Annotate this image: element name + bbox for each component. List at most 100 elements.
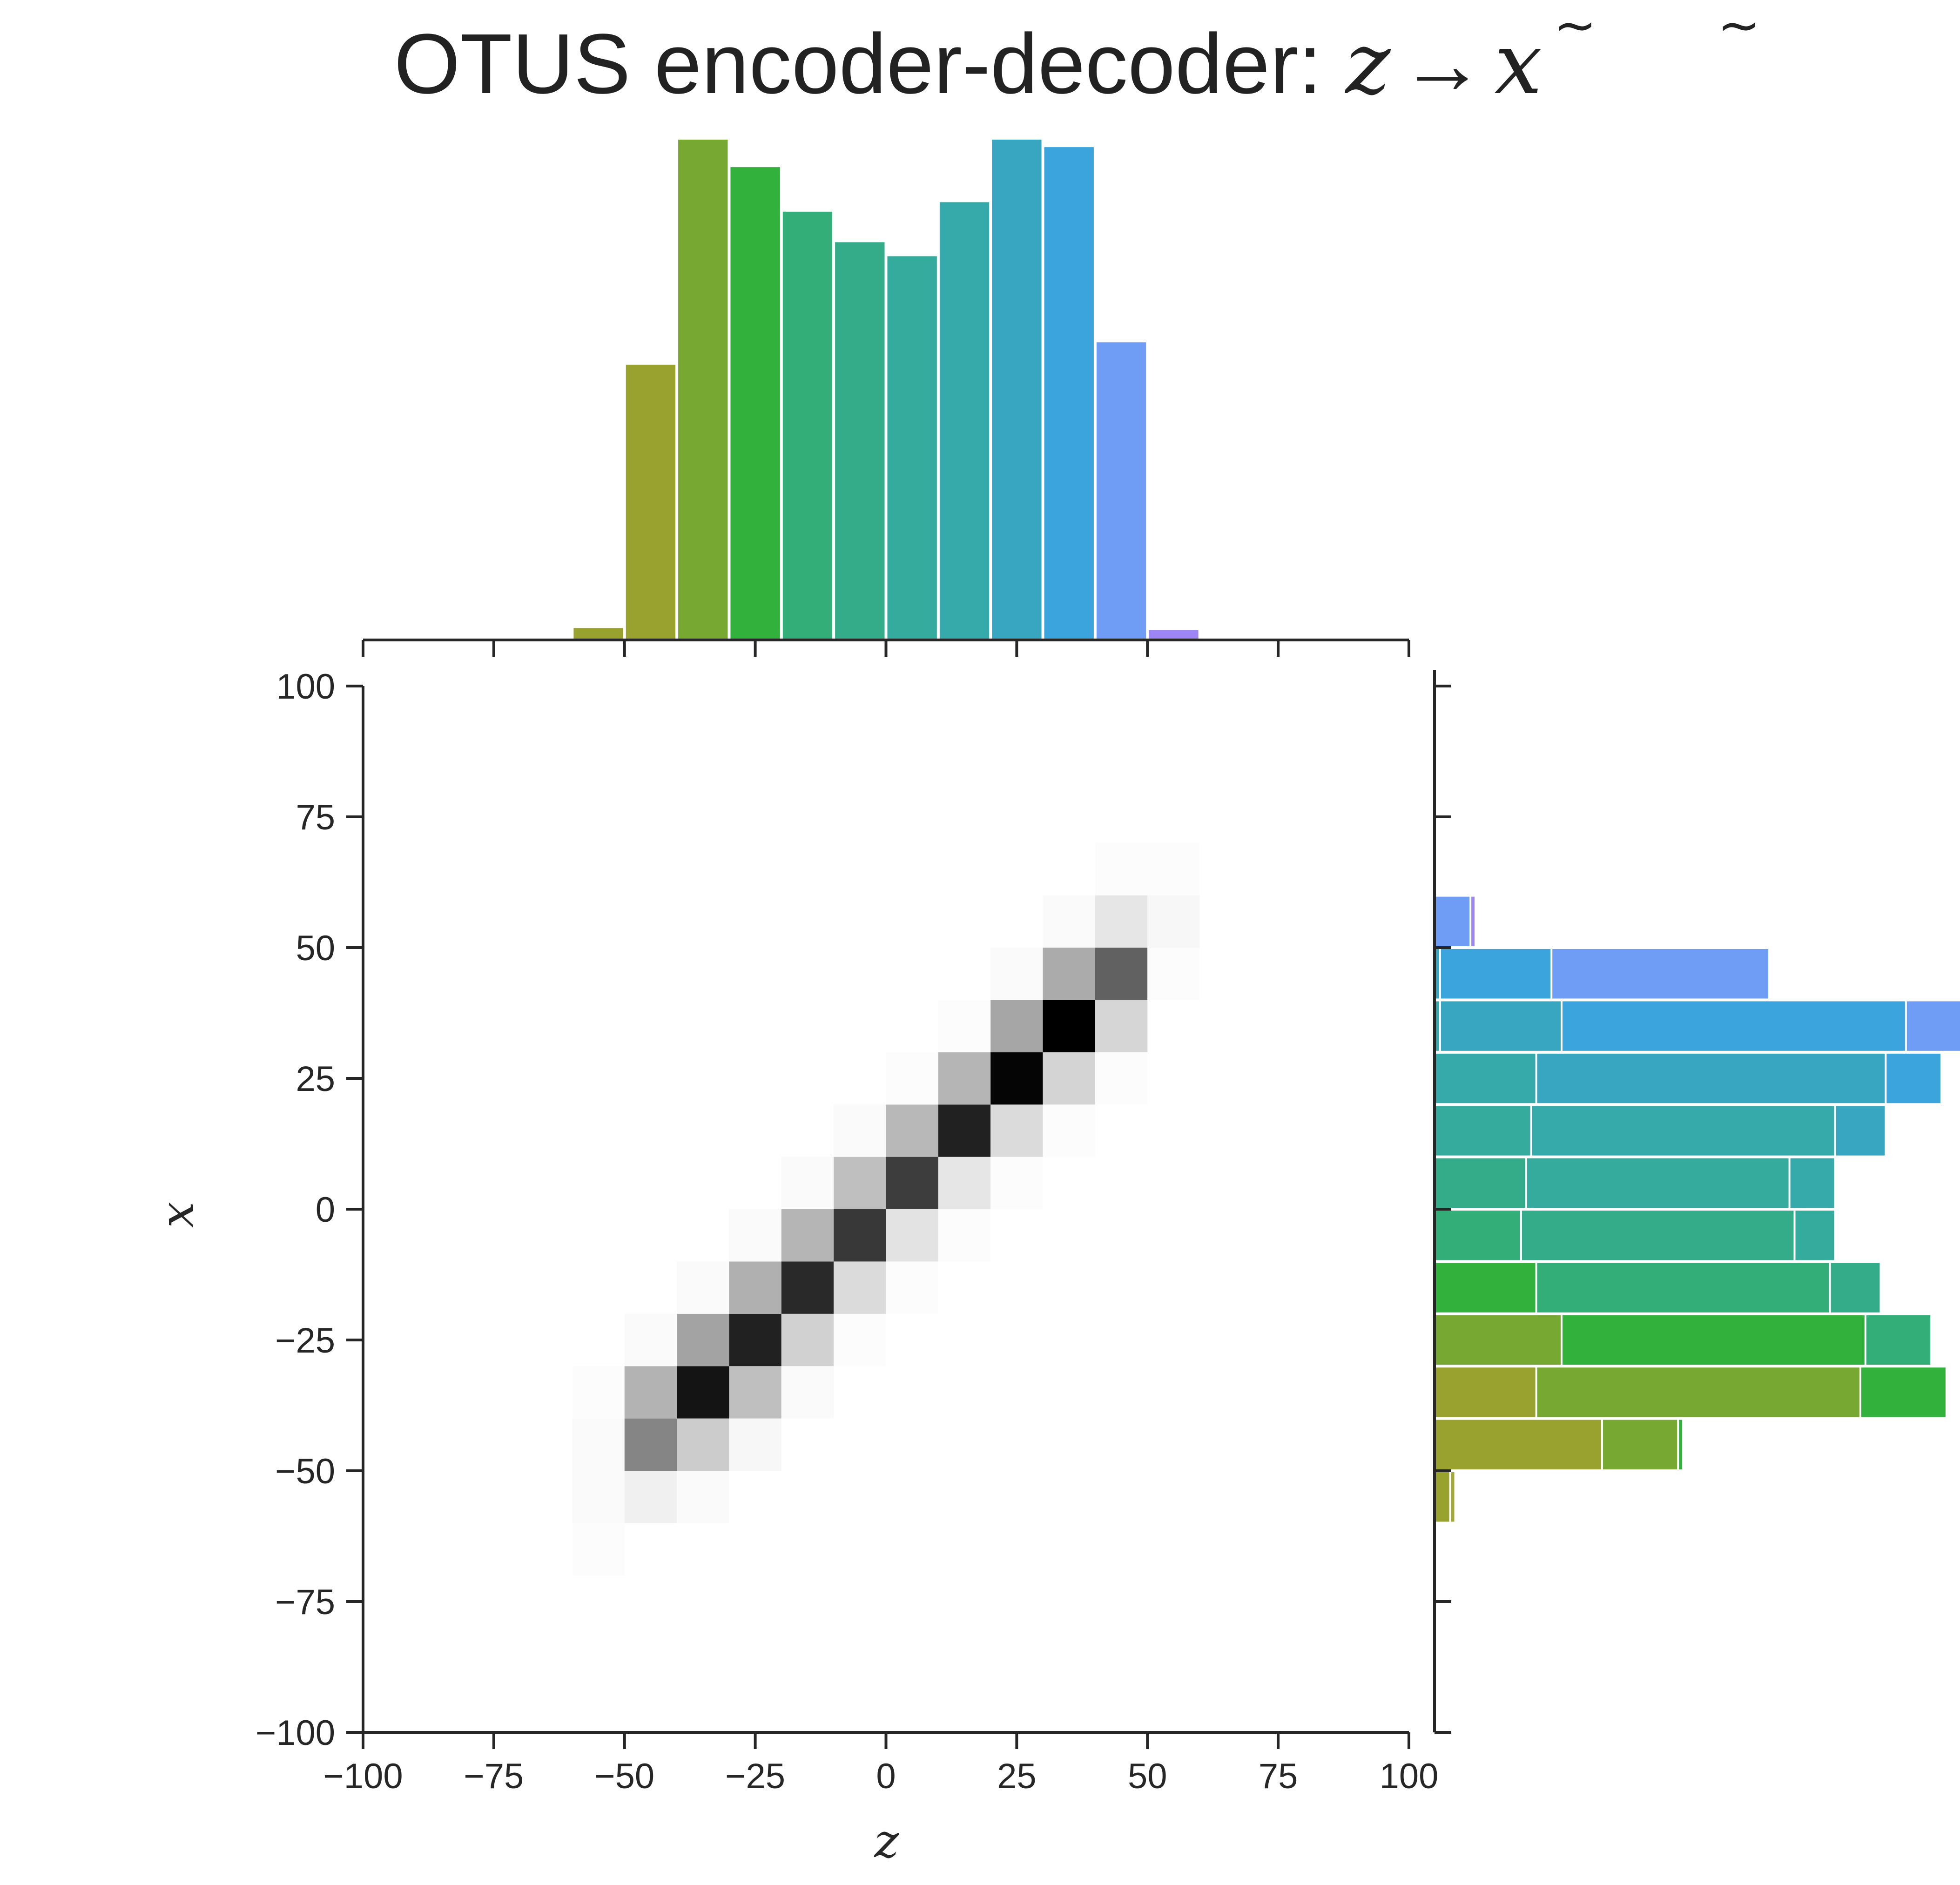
heatmap-cell: [938, 1209, 991, 1262]
right-hist-segment: [1451, 1472, 1455, 1522]
heatmap-cell: [729, 1209, 781, 1262]
y-tick-label: 100: [276, 667, 335, 707]
y-tick-label: −50: [275, 1452, 335, 1491]
axes: −100 −75 −50 −25 0 25 50 75 100 −100 −75 −50 −25 0 25 5…: [256, 667, 1439, 1796]
heatmap-cell: [729, 1313, 781, 1367]
heatmap-cell: [990, 948, 1043, 1000]
heatmap-cell: [624, 1418, 677, 1471]
heatmap-cell: [572, 1418, 625, 1471]
heatmap-cell: [1095, 895, 1148, 948]
heatmap-cell: [572, 1366, 625, 1419]
heatmap-cell: [990, 1157, 1043, 1209]
right-hist-segment: [1831, 1263, 1880, 1313]
right-hist-segment: [1436, 949, 1439, 999]
top-hist-bar: [1096, 342, 1146, 639]
x-tick-label: 50: [1128, 1757, 1167, 1796]
heatmap-cell: [1095, 1000, 1148, 1052]
heatmap-cell: [1043, 1000, 1095, 1052]
right-hist-segment: [1441, 949, 1551, 999]
heatmap-cell: [781, 1157, 834, 1209]
top-marginal-histogram: [362, 140, 1410, 657]
heatmap-cell: [677, 1418, 729, 1471]
right-hist-segment: [1522, 1211, 1794, 1260]
y-tick-label: 75: [296, 798, 335, 837]
heatmap-cell: [1147, 895, 1200, 948]
top-hist-bar: [939, 202, 990, 639]
heatmap-cell: [729, 1418, 781, 1471]
top-hist-bar: [782, 211, 833, 639]
heatmap-cell: [729, 1366, 781, 1419]
right-hist-segment: [1436, 1106, 1530, 1156]
chart-title-z: z: [1345, 14, 1391, 114]
x-tick-label: 100: [1380, 1757, 1439, 1796]
chart-title-text: OTUS encoder-decoder:: [394, 16, 1345, 111]
title-tilde-x: ~: [1718, 0, 1760, 55]
top-hist-bar: [887, 256, 937, 639]
right-hist-segment: [1537, 1053, 1885, 1104]
right-hist-segment: [1436, 1158, 1525, 1208]
right-hist-segment: [1436, 1367, 1536, 1417]
right-hist-segment: [1471, 896, 1475, 946]
x-tick-label: −75: [464, 1757, 524, 1796]
right-hist-segment: [1441, 1001, 1561, 1051]
right-hist-segment: [1906, 1001, 1960, 1051]
right-hist-segment: [1886, 1053, 1940, 1104]
right-hist-segment: [1795, 1211, 1834, 1260]
heatmap-cell: [1043, 1104, 1095, 1157]
top-hist-bar: [678, 140, 728, 639]
right-hist-segment: [1537, 1367, 1859, 1417]
right-hist-segment: [1436, 1420, 1602, 1469]
heatmap-cell: [677, 1471, 729, 1523]
heatmap-cell: [1043, 1052, 1095, 1105]
heatmap-cell: [1043, 895, 1095, 948]
heatmap-cell: [990, 1000, 1043, 1052]
title-tilde-z: ~: [1554, 0, 1596, 55]
heatmap-cell: [624, 1366, 677, 1419]
right-hist-segment: [1436, 1053, 1536, 1104]
x-tick-label: −25: [725, 1757, 785, 1796]
chart-title-arrow: →: [1400, 16, 1485, 111]
right-hist-segment: [1436, 896, 1470, 946]
heatmap-cell: [1147, 948, 1200, 1000]
y-tick-label: −75: [275, 1582, 335, 1622]
right-hist-segment: [1436, 1315, 1561, 1365]
right-hist-segment: [1537, 1263, 1829, 1313]
y-tick-label: 25: [296, 1059, 335, 1099]
top-hist-bar: [835, 242, 885, 639]
heatmap-cell: [729, 1261, 781, 1314]
y-tick-label: −25: [275, 1321, 335, 1360]
joint-heatmap: [572, 843, 1200, 1575]
right-marginal-histogram: [1433, 670, 1960, 1734]
right-hist-segment: [1436, 1263, 1536, 1313]
heatmap-cell: [834, 1104, 886, 1157]
heatmap-cell: [572, 1523, 625, 1575]
heatmap-cell: [886, 1209, 938, 1262]
heatmap-cell: [938, 1000, 991, 1052]
right-hist-segment: [1836, 1106, 1885, 1156]
heatmap-cell: [781, 1313, 834, 1367]
heatmap-cell: [781, 1209, 834, 1262]
top-hist-bar: [730, 167, 780, 639]
x-tick-label: −100: [323, 1757, 403, 1796]
heatmap-cell: [572, 1471, 625, 1523]
heatmap-cell: [834, 1209, 886, 1262]
heatmap-cell: [990, 1052, 1043, 1105]
heatmap-cell: [886, 1157, 938, 1209]
x-axis-label: z: [874, 1814, 900, 1868]
right-hist-segment: [1563, 1315, 1865, 1365]
heatmap-cell: [1043, 948, 1095, 1000]
heatmap-cell: [1095, 1052, 1148, 1105]
heatmap-cell: [886, 1261, 938, 1314]
heatmap-cell: [938, 1052, 991, 1105]
right-hist-segment: [1532, 1106, 1834, 1156]
heatmap-cell: [677, 1261, 729, 1314]
heatmap-cell: [781, 1366, 834, 1419]
right-hist-segment: [1866, 1315, 1931, 1365]
y-tick-label: 0: [316, 1190, 335, 1230]
heatmap-cell: [886, 1052, 938, 1105]
heatmap-cell: [990, 1104, 1043, 1157]
heatmap-cell: [677, 1366, 729, 1419]
heatmap-cell: [834, 1261, 886, 1314]
x-tick-label: 75: [1259, 1757, 1298, 1796]
